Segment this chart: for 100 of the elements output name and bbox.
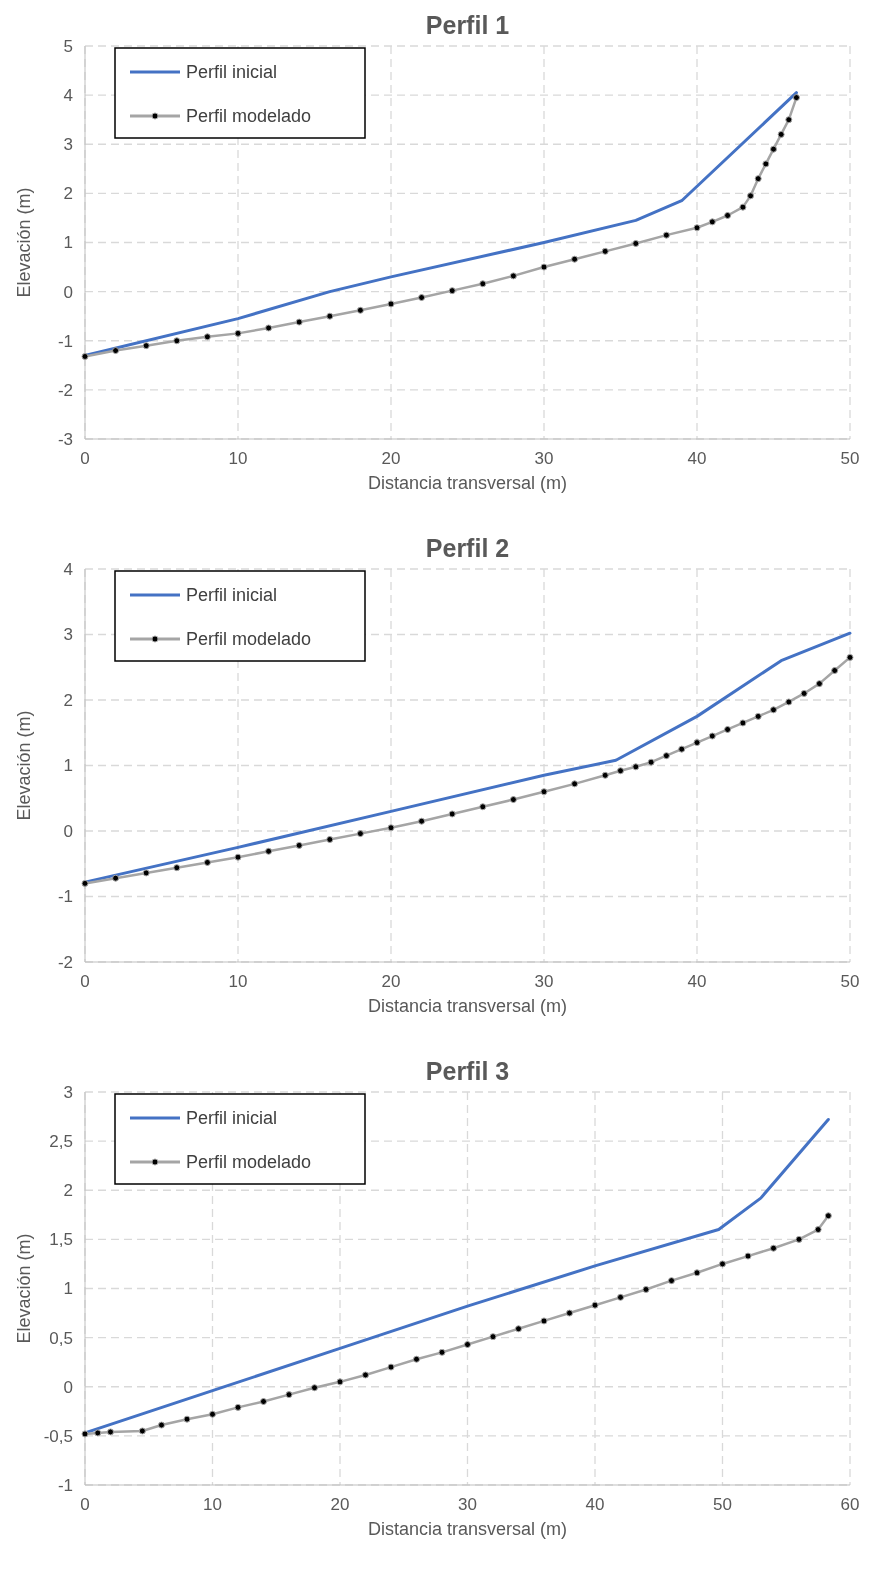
point (770, 706, 777, 714)
point (387, 300, 395, 308)
point (418, 294, 426, 302)
y-tick-label: 0 (63, 1377, 73, 1397)
point (295, 318, 303, 326)
x-tick-label: 0 (80, 1495, 90, 1514)
point (81, 879, 89, 887)
point (448, 287, 456, 295)
point (362, 1371, 369, 1379)
x-tick-label: 30 (534, 972, 554, 991)
y-tick-label: 2 (63, 1181, 73, 1201)
y-axis-title: Elevación (m) (14, 1233, 34, 1344)
point (724, 725, 732, 733)
point (647, 758, 655, 766)
y-tick-label: 4 (63, 86, 73, 106)
point (617, 767, 624, 775)
point (173, 337, 181, 345)
point (112, 874, 120, 882)
y-tick-label: 4 (63, 559, 73, 579)
x-tick-label: 40 (687, 449, 707, 468)
point (540, 1317, 548, 1325)
point (489, 1333, 497, 1341)
point (642, 1285, 650, 1293)
point (295, 841, 303, 849)
point (678, 745, 686, 753)
point (693, 1269, 701, 1277)
point (81, 1430, 89, 1438)
legend-label: Perfil modelado (186, 106, 312, 127)
point (785, 698, 793, 706)
x-tick-label: 10 (203, 1495, 222, 1514)
x-tick-label: 50 (840, 449, 860, 468)
point (744, 1252, 752, 1260)
point (81, 352, 89, 360)
x-tick-label: 30 (534, 449, 554, 468)
y-tick-label: 1 (63, 233, 73, 253)
point (260, 1397, 267, 1405)
point (234, 1403, 242, 1411)
y-tick-label: -1 (57, 887, 73, 907)
x-axis-title: Distancia transversal (m) (367, 996, 568, 1016)
point (540, 263, 548, 271)
y-tick-label: 3 (63, 625, 73, 645)
point (203, 858, 211, 866)
point (846, 653, 854, 661)
point (831, 667, 839, 675)
y-tick-label: 2 (63, 184, 73, 204)
legend-label: Perfil inicial (186, 62, 278, 83)
point (387, 1363, 395, 1371)
point (387, 824, 395, 832)
point (795, 1235, 803, 1243)
point (785, 116, 793, 124)
point (112, 347, 120, 355)
x-tick-label: 10 (228, 972, 248, 991)
y-tick-label: -1 (57, 1475, 73, 1495)
x-tick-label: 10 (228, 449, 248, 468)
point (438, 1348, 446, 1356)
point (754, 175, 762, 183)
x-tick-label: 20 (330, 1495, 350, 1514)
y-tick-label: 2 (63, 690, 73, 710)
point (203, 333, 211, 341)
y-tick-label: 3 (63, 1082, 73, 1102)
point (515, 1325, 522, 1333)
point (265, 324, 273, 332)
point (571, 780, 579, 788)
point (311, 1384, 318, 1392)
legend-label: Perfil inicial (186, 1108, 278, 1129)
point (356, 306, 364, 314)
point (824, 1212, 832, 1220)
legend-label: Perfil inicial (186, 585, 278, 606)
point (326, 836, 334, 844)
x-tick-label: 30 (458, 1495, 477, 1514)
point (336, 1378, 344, 1386)
y-tick-label: -2 (57, 380, 73, 400)
y-tick-label: 0 (63, 821, 73, 841)
point (792, 94, 800, 102)
y-axis-title: Elevación (m) (14, 710, 34, 821)
x-tick-label: 40 (585, 1495, 605, 1514)
point (724, 211, 732, 219)
point (94, 1429, 102, 1437)
y-tick-label: 2,5 (49, 1132, 73, 1152)
point (448, 810, 456, 818)
chart-title: Perfil 3 (425, 1057, 510, 1085)
x-axis-title: Distancia transversal (m) (367, 1519, 568, 1539)
point (601, 247, 609, 255)
point (265, 847, 273, 855)
point (601, 771, 609, 779)
x-tick-label: 50 (713, 1495, 732, 1514)
x-axis-title: Distancia transversal (m) (367, 473, 568, 493)
point (668, 1277, 675, 1285)
point (739, 203, 747, 211)
point (814, 1226, 822, 1234)
x-tick-label: 0 (80, 449, 90, 468)
chart-title: Perfil 2 (425, 534, 510, 562)
point (632, 239, 640, 247)
point (356, 830, 364, 838)
point (418, 817, 426, 825)
point (777, 130, 785, 138)
point (591, 1301, 599, 1309)
point (509, 796, 517, 804)
x-tick-label: 60 (840, 1495, 860, 1514)
legend-label: Perfil modelado (186, 629, 312, 650)
